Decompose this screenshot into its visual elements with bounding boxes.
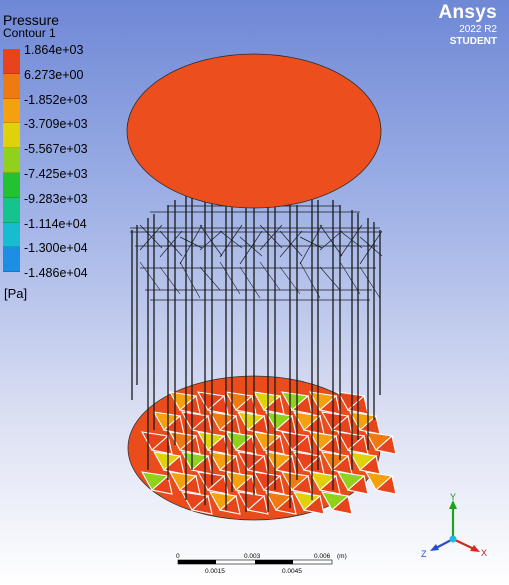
legend-labels: 1.864e+03 6.273e+00 -1.852e+03 -3.709e+0… (24, 43, 88, 291)
legend-label: -7.425e+03 (24, 166, 88, 181)
scale-bar: 0 0.003 0.006 (m) 0.0015 0.0045 (176, 553, 347, 575)
brand-version: 2022 R2 (459, 24, 497, 35)
legend-swatch (3, 222, 20, 248)
legend-color-bar (3, 49, 20, 273)
legend-label: -1.852e+03 (24, 92, 88, 107)
legend-label: 6.273e+00 (24, 67, 84, 82)
legend-title: Pressure (3, 12, 60, 28)
axis-x-label: X (481, 548, 487, 558)
axis-z-label: Z (421, 549, 427, 559)
top-disk-contour (126, 53, 382, 209)
legend-swatch (3, 49, 20, 74)
legend-swatch (3, 148, 20, 173)
legend-label: -1.486e+04 (24, 266, 88, 281)
scale-tick-label: 0.006 (314, 553, 331, 560)
legend-swatch (3, 98, 20, 124)
legend-label: -9.283e+03 (24, 191, 88, 206)
axis-y-label: Y (450, 492, 456, 502)
axis-triad[interactable]: Y X Z (421, 492, 487, 559)
scale-tick-label: 0.0015 (205, 568, 225, 575)
brand-edition: STUDENT (449, 36, 497, 47)
legend-swatch (3, 73, 20, 99)
scale-tick-label: 0 (176, 553, 180, 560)
scale-tick-label: 0.0045 (282, 568, 302, 575)
legend-unit: [Pa] (4, 286, 28, 301)
legend-swatch (3, 172, 20, 198)
legend-swatch (3, 247, 20, 273)
legend-label: -1.114e+04 (24, 216, 87, 231)
wireframe-structure (130, 192, 383, 512)
brand-name: Ansys (438, 2, 497, 23)
legend-swatch (3, 123, 20, 149)
legend: Pressure Contour 1 (3, 13, 59, 39)
legend-label: -1.300e+04 (24, 241, 88, 256)
legend-label: 1.864e+03 (24, 43, 84, 57)
legend-subtitle: Contour 1 (3, 26, 56, 40)
legend-label: -5.567e+03 (24, 142, 88, 157)
brand-logo: Ansys 2022 R2 STUDENT (438, 2, 497, 49)
scale-unit: (m) (337, 553, 347, 560)
legend-label: -3.709e+03 (24, 117, 88, 132)
scale-tick-label: 0.003 (244, 553, 261, 560)
legend-swatch (3, 197, 20, 223)
